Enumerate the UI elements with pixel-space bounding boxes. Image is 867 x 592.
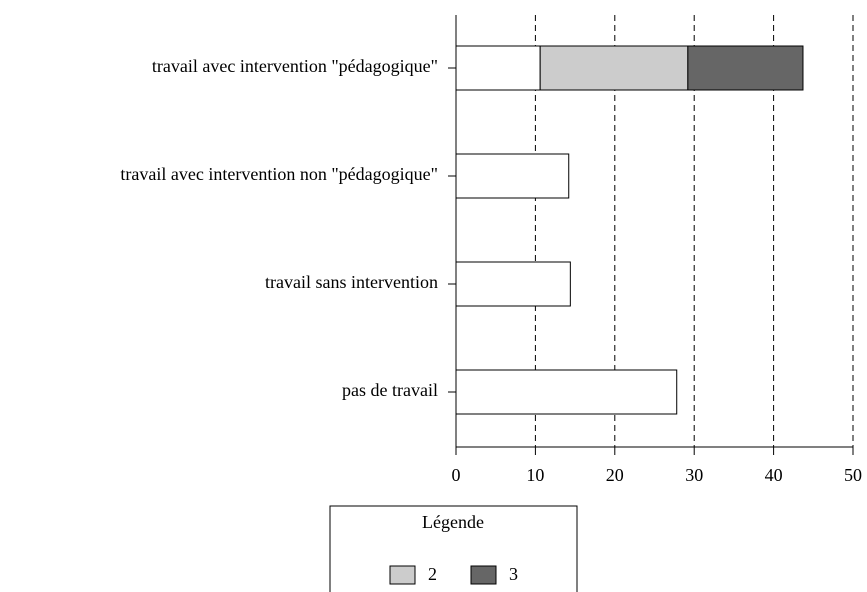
y-tick-label: pas de travail: [342, 380, 438, 400]
legend-label: 2: [428, 564, 437, 584]
legend-label: 3: [509, 564, 518, 584]
x-tick-label: 40: [765, 465, 783, 485]
legend-title: Légende: [422, 512, 484, 532]
x-tick-label: 50: [844, 465, 862, 485]
x-tick-label: 30: [685, 465, 703, 485]
legend-box: [329, 505, 578, 592]
bar-segment: [455, 153, 570, 199]
bar-segment: [687, 45, 804, 91]
bar-segment: [455, 45, 541, 91]
y-tick-label: travail avec intervention non "pédagogiq…: [120, 164, 438, 184]
bar-segment: [455, 369, 678, 415]
x-tick-label: 0: [452, 465, 461, 485]
bar-segment: [539, 45, 689, 91]
legend-swatch: [470, 565, 497, 585]
legend-swatch: [389, 565, 416, 585]
y-tick-label: travail sans intervention: [265, 272, 438, 292]
x-tick-label: 10: [526, 465, 544, 485]
bar-segment: [455, 261, 571, 307]
x-tick-label: 20: [606, 465, 624, 485]
y-tick-label: travail avec intervention "pédagogique": [152, 56, 438, 76]
